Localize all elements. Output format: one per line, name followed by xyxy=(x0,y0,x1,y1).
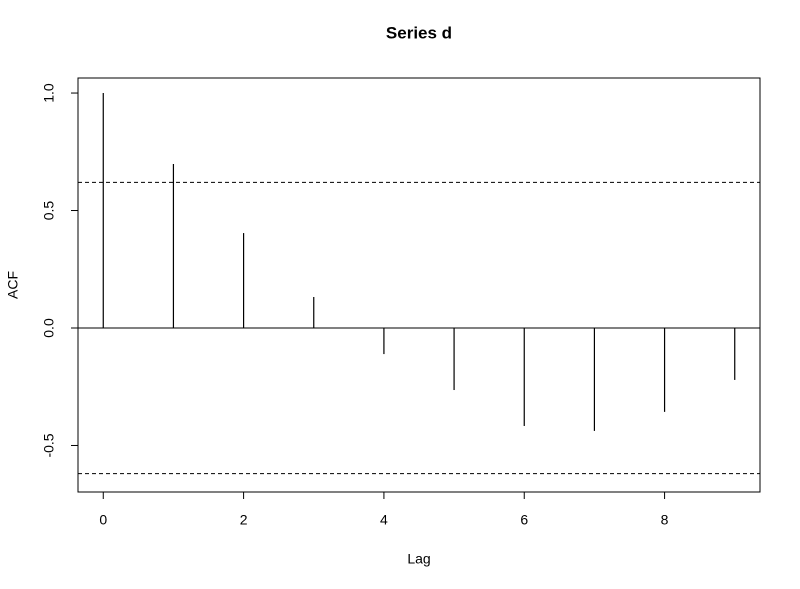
x-tick-label: 6 xyxy=(520,512,528,528)
x-axis-label: Lag xyxy=(407,551,430,567)
y-axis-label: ACF xyxy=(5,271,21,299)
chart-title: Series d xyxy=(386,23,452,42)
x-tick-label: 8 xyxy=(661,512,669,528)
x-tick-label: 0 xyxy=(99,512,107,528)
plot-box xyxy=(77,77,761,493)
x-tick-label: 4 xyxy=(380,512,388,528)
y-tick-label: 0.5 xyxy=(41,201,57,221)
y-tick-label: -0.5 xyxy=(41,433,57,457)
x-tick-label: 2 xyxy=(240,512,248,528)
y-tick-label: 1.0 xyxy=(41,83,57,103)
y-tick-label: 0.0 xyxy=(41,318,57,338)
